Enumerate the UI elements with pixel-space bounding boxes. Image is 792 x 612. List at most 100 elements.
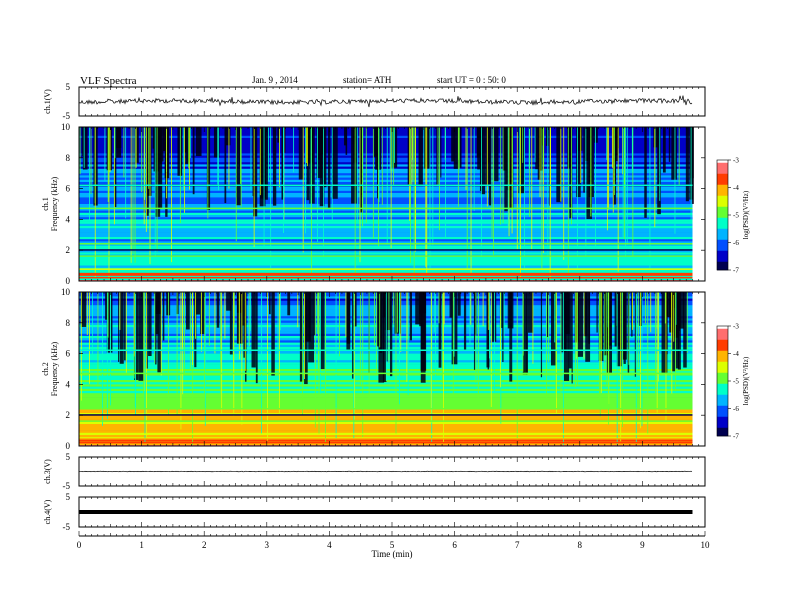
ch1-spectrogram-dark-patch bbox=[535, 127, 542, 170]
ch2-spectrogram-band bbox=[79, 439, 693, 442]
ch1-spectrogram-dark-patch bbox=[545, 127, 549, 146]
ch2-spectrogram-dark-patch bbox=[677, 292, 681, 370]
ch1-spectrogram-dark-patch bbox=[373, 127, 379, 157]
colorbar-swatch bbox=[717, 234, 728, 238]
ch1-spectrogram-dark-patch bbox=[556, 127, 562, 203]
ch1-spectrogram-dark-patch bbox=[436, 127, 439, 185]
ch1-spectrogram-band bbox=[79, 188, 693, 192]
ch1-spectrogram-band bbox=[79, 155, 693, 159]
ch1-spectrogram-dark-patch bbox=[277, 127, 279, 143]
ch2-spectrogram-dark-patch bbox=[457, 292, 461, 316]
colorbar-swatch bbox=[717, 160, 728, 164]
colorbar-swatch bbox=[717, 392, 728, 396]
ch2-spectrogram-dark-patch bbox=[596, 292, 598, 333]
colorbar-swatch bbox=[717, 427, 728, 431]
colorbar-swatch bbox=[717, 419, 728, 423]
ch3-waveform-ytick-label: 5 bbox=[66, 452, 71, 462]
ch1-spectrogram-dark-patch bbox=[476, 127, 483, 158]
colorbar-label: log(PSD)(V²/Hz) bbox=[742, 356, 750, 405]
colorbar-swatch bbox=[717, 345, 728, 349]
ch2-spectrogram-band bbox=[79, 424, 693, 427]
ch1-spectrogram-band bbox=[79, 195, 693, 198]
ch1-spectrogram-dark-patch bbox=[644, 127, 647, 218]
ch2-spectrogram-band bbox=[79, 428, 693, 431]
ch2-spectrogram-band bbox=[79, 393, 693, 396]
x-axis-tick-label: 5 bbox=[390, 540, 395, 550]
ch2-spectrogram-band bbox=[79, 402, 693, 405]
ch2-spectrogram-dark-patch bbox=[473, 292, 476, 370]
colorbar-swatch bbox=[717, 381, 728, 385]
ch1-spectrogram-dark-patch bbox=[479, 127, 482, 191]
ch1-spectrogram-tone-line bbox=[79, 276, 693, 279]
ch1-spectrogram-dark-patch bbox=[518, 127, 525, 194]
ch1-spectrogram-panel: 0 2 4 6 8 10 ch.1 Frequency (kHz) -3 -4 -5 -6 -7 log(… bbox=[41, 122, 750, 286]
ch1-spectrogram-band bbox=[79, 252, 693, 255]
ch1-spectrogram-dark-patch bbox=[253, 127, 258, 217]
ch1-spectrogram-band bbox=[79, 270, 693, 273]
colorbar-swatch bbox=[717, 184, 728, 188]
ch1-spectrogram-band bbox=[79, 166, 693, 170]
colorbar-swatch bbox=[717, 361, 728, 365]
ch2-spectrogram-dark-patch bbox=[507, 292, 514, 329]
colorbar-swatch bbox=[717, 162, 728, 166]
time-axis: 0 1 2 3 4 5 6 7 8 9 10 bbox=[77, 531, 710, 550]
colorbar-swatch bbox=[717, 226, 728, 230]
colorbar-swatch bbox=[717, 220, 728, 224]
ch2-spectrogram-dark-patch bbox=[563, 292, 570, 381]
colorbar-swatch bbox=[717, 408, 728, 412]
colorbar-swatch bbox=[717, 433, 728, 437]
start-ut-label: start UT = 0 : 50: 0 bbox=[437, 75, 506, 85]
ch1-spectrogram-dark-patch bbox=[689, 127, 694, 179]
ch2-spectrogram-colorbar: -3 -4 -5 -6 -7 log(PSD)(V²/Hz) bbox=[716, 323, 750, 441]
ch1-spectrogram-band bbox=[79, 173, 693, 176]
colorbar-swatch bbox=[717, 267, 728, 271]
ch1-spectrogram-ytick-label: 2 bbox=[66, 245, 71, 255]
ch1-spectrogram-dark-patch bbox=[480, 127, 486, 195]
colorbar-swatch bbox=[717, 215, 728, 219]
ch2-spectrogram-tone-line bbox=[79, 441, 693, 444]
ch2-spectrogram-ylabel-unit: Frequency (kHz) bbox=[50, 341, 59, 396]
ch1-spectrogram-dark-patch bbox=[418, 127, 423, 187]
ch1-spectrogram-band bbox=[79, 149, 693, 152]
ch2-spectrogram-dark-patch bbox=[251, 292, 256, 368]
x-axis-tick-label: 0 bbox=[77, 540, 82, 550]
ch1-spectrogram-ylabel-unit: Frequency (kHz) bbox=[50, 176, 59, 231]
ch1-spectrogram-dark-patch bbox=[298, 127, 304, 180]
colorbar-swatch bbox=[717, 198, 728, 202]
ch1-spectrogram-dark-patch bbox=[206, 127, 211, 211]
ch2-spectrogram-dark-patch bbox=[583, 292, 588, 337]
ch2-spectrogram-band bbox=[79, 382, 693, 385]
ch2-spectrogram-dark-patch bbox=[176, 292, 179, 315]
ch2-spectrogram-image bbox=[79, 292, 693, 447]
ch1-spectrogram-band bbox=[79, 179, 693, 183]
ch2-spectrogram-dark-patch bbox=[236, 292, 243, 344]
ch2-spectrogram-tone-line bbox=[79, 349, 693, 352]
colorbar-swatch bbox=[717, 212, 728, 216]
colorbar-swatch bbox=[717, 337, 728, 341]
colorbar-swatch bbox=[717, 356, 728, 360]
colorbar-swatch bbox=[717, 239, 728, 243]
ch3-waveform-ylabel: ch.3(V) bbox=[43, 459, 52, 484]
colorbar-swatch bbox=[717, 264, 728, 268]
colorbar-swatch bbox=[717, 176, 728, 180]
ch2-spectrogram-dark-patch bbox=[451, 292, 458, 365]
ch1-spectrogram-ylabel: ch.1 bbox=[41, 197, 50, 211]
ch2-spectrogram-ytick-label: 10 bbox=[61, 287, 71, 297]
colorbar-swatch bbox=[717, 204, 728, 208]
colorbar-swatch bbox=[717, 179, 728, 183]
colorbar-swatch bbox=[717, 182, 728, 186]
colorbar-swatch bbox=[717, 231, 728, 235]
ch2-spectrogram-dark-patch bbox=[546, 292, 549, 338]
ch2-spectrogram-dark-patch bbox=[449, 292, 453, 318]
colorbar-swatch bbox=[717, 256, 728, 260]
ch1-spectrogram-dark-patch bbox=[685, 127, 689, 202]
x-axis-label: Time (min) bbox=[372, 549, 413, 559]
ch1-spectrogram-band bbox=[79, 135, 693, 139]
ch2-spectrogram-dark-patch bbox=[463, 292, 467, 350]
ch1-spectrogram-dark-patch bbox=[653, 127, 659, 148]
ch1-spectrogram-dark-patch bbox=[184, 127, 187, 153]
ch1-spectrogram-band bbox=[79, 223, 693, 227]
ch2-spectrogram-dark-patch bbox=[561, 292, 567, 353]
ch1-spectrogram-dark-patch bbox=[662, 127, 666, 173]
ch1-spectrogram-dark-patch bbox=[351, 127, 357, 204]
